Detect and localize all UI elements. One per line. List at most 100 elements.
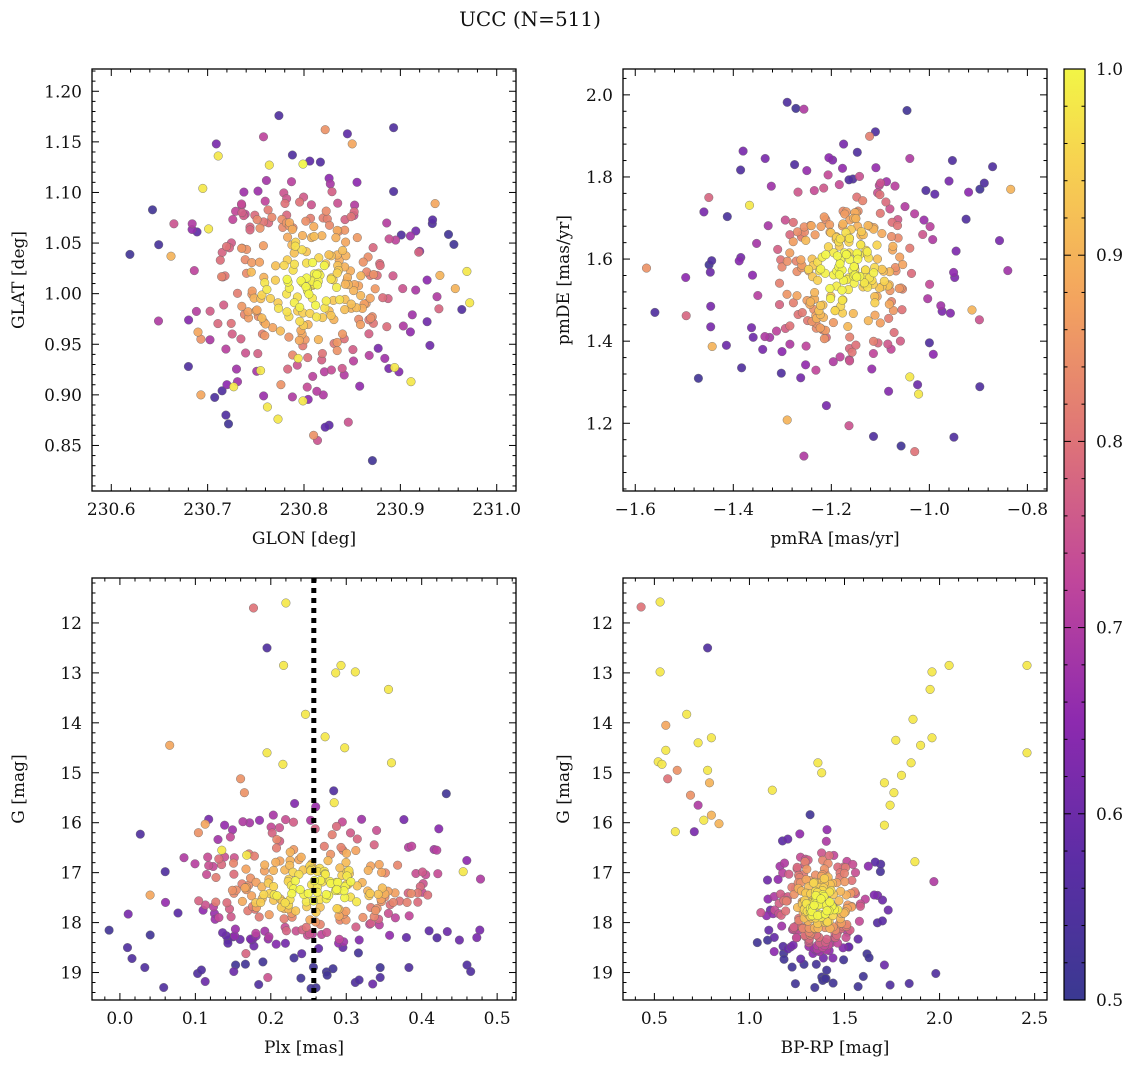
y-tick-label: 17: [60, 864, 82, 884]
data-point: [198, 183, 208, 193]
data-point: [837, 285, 847, 295]
data-point: [280, 198, 290, 208]
data-point: [283, 364, 293, 374]
data-point: [247, 891, 257, 901]
data-point: [243, 307, 253, 317]
data-point: [907, 268, 917, 278]
data-point: [825, 284, 835, 294]
data-point: [699, 815, 709, 825]
data-point: [828, 978, 838, 988]
data-point: [828, 318, 838, 328]
data-point: [346, 877, 356, 887]
data-point: [797, 308, 807, 318]
data-point: [356, 291, 366, 301]
data-point: [657, 759, 667, 769]
data-point: [217, 272, 227, 282]
data-point: [213, 319, 223, 329]
data-point: [340, 279, 350, 289]
data-point: [259, 890, 269, 900]
data-point: [839, 868, 849, 878]
data-point: [432, 292, 442, 302]
data-point: [925, 279, 935, 289]
data-point: [811, 365, 821, 375]
data-point: [398, 284, 408, 294]
y-axis-label: G [mag]: [554, 754, 574, 823]
data-point: [753, 291, 763, 301]
data-point: [887, 231, 897, 241]
data-point: [122, 943, 132, 953]
data-point: [123, 909, 133, 919]
y-tick-label: 19: [591, 964, 613, 984]
data-point: [278, 759, 288, 769]
data-point: [213, 835, 223, 845]
y-tick-label: 18: [60, 914, 82, 934]
data-point: [845, 332, 855, 342]
data-point: [828, 357, 838, 367]
data-point: [349, 356, 359, 366]
data-point: [706, 301, 716, 311]
x-tick-label: 230.7: [183, 500, 232, 520]
data-point: [332, 821, 342, 831]
data-point: [777, 347, 787, 357]
y-tick-label: 1.15: [44, 133, 82, 153]
data-point: [689, 827, 699, 837]
data-point: [788, 940, 798, 950]
x-tick-label: 1.0: [736, 1009, 763, 1029]
data-point: [358, 257, 368, 267]
data-point: [282, 307, 292, 317]
data-point: [914, 389, 924, 399]
y-tick-label: 1.8: [586, 168, 613, 188]
data-point: [295, 316, 305, 326]
data-point: [927, 733, 937, 743]
data-point: [699, 207, 709, 217]
data-point: [693, 800, 703, 810]
data-point: [301, 216, 311, 226]
data-point: [311, 300, 321, 310]
data-point: [280, 898, 290, 908]
data-point: [868, 349, 878, 359]
data-point: [404, 911, 414, 921]
data-point: [838, 163, 848, 173]
data-point: [354, 975, 364, 985]
data-point: [222, 898, 232, 908]
data-point: [296, 852, 306, 862]
data-point: [349, 286, 359, 296]
data-point: [793, 227, 803, 237]
data-point: [828, 953, 838, 963]
data-point: [312, 269, 322, 279]
y-axis-label: G [mag]: [9, 754, 29, 823]
data-point: [375, 261, 385, 271]
data-point: [898, 260, 908, 270]
data-point: [1006, 184, 1016, 194]
scatter-points: [636, 597, 1032, 993]
data-point: [347, 139, 357, 149]
data-point: [350, 667, 360, 677]
data-point: [893, 221, 903, 231]
data-point: [856, 226, 866, 236]
data-point: [737, 363, 747, 373]
data-point: [319, 261, 329, 271]
data-point: [291, 906, 301, 916]
data-point: [862, 247, 872, 257]
y-tick-label: 1.20: [44, 82, 82, 102]
data-point: [434, 824, 444, 834]
data-point: [407, 310, 417, 320]
axes-frame: [91, 577, 517, 1001]
data-point: [841, 250, 851, 260]
data-point: [404, 963, 414, 973]
data-point: [301, 922, 311, 932]
data-point: [877, 228, 887, 238]
data-point: [714, 819, 724, 829]
y-tick-label: 18: [591, 914, 613, 934]
data-point: [272, 891, 282, 901]
data-point: [271, 857, 281, 867]
data-point: [258, 241, 268, 251]
colorbar-tick-label: 0.8: [1096, 432, 1123, 452]
data-point: [382, 322, 392, 332]
data-point: [853, 982, 863, 992]
data-point: [650, 307, 660, 317]
data-point: [811, 959, 821, 969]
data-point: [263, 205, 273, 215]
data-point: [1022, 748, 1032, 758]
